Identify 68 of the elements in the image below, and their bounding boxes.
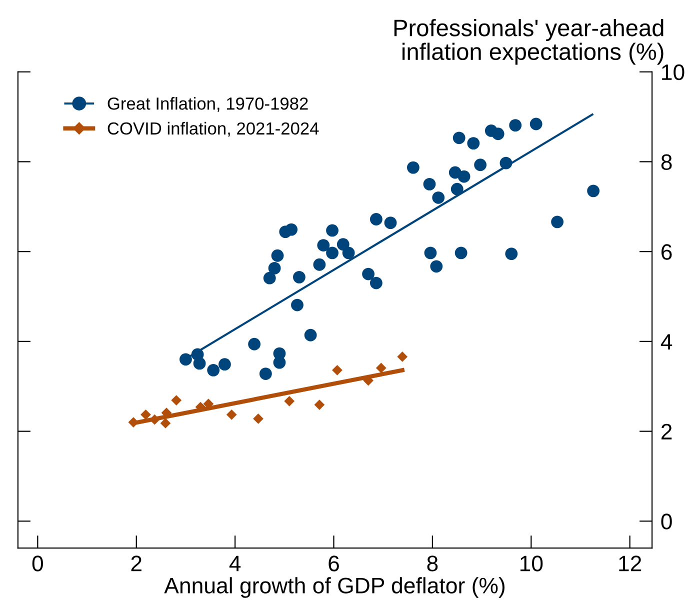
x-tick-label: 4 — [229, 556, 241, 572]
point — [140, 409, 151, 420]
point — [362, 268, 375, 280]
point — [587, 184, 600, 198]
point — [467, 137, 480, 150]
point — [226, 409, 237, 420]
point — [505, 248, 518, 260]
x-tick-label: 0 — [32, 556, 43, 572]
point — [407, 161, 420, 174]
y-tick-label: 2 — [662, 424, 672, 440]
point — [342, 246, 355, 260]
point — [193, 357, 206, 370]
point — [432, 191, 445, 204]
point — [253, 414, 264, 424]
x-tick-label: 12 — [619, 556, 642, 572]
point — [492, 128, 504, 140]
x-tick-label: 10 — [520, 556, 543, 572]
point — [268, 262, 281, 274]
point — [384, 216, 397, 230]
point — [450, 182, 464, 196]
point — [291, 298, 304, 312]
point — [397, 352, 408, 362]
y-tick-label: 6 — [662, 244, 672, 260]
x-tick-label: 8 — [427, 556, 438, 572]
point — [285, 223, 298, 236]
point — [454, 246, 468, 260]
x-tick-label: 6 — [328, 556, 339, 572]
point — [530, 118, 542, 130]
point — [271, 249, 284, 262]
point — [458, 170, 470, 183]
point — [474, 158, 487, 172]
y-tick-label: 10 — [662, 64, 684, 80]
point — [259, 368, 272, 380]
point — [332, 364, 342, 376]
point — [284, 396, 295, 406]
point — [509, 119, 522, 132]
point — [500, 156, 512, 170]
point — [424, 246, 437, 260]
y-tick-label: 4 — [660, 334, 672, 350]
point — [317, 239, 330, 252]
point — [326, 246, 338, 260]
point — [551, 216, 564, 228]
point — [370, 276, 382, 290]
y-tick-label: 8 — [661, 154, 672, 170]
point — [160, 418, 171, 428]
y-tick-label: 0 — [661, 514, 672, 530]
point — [180, 353, 192, 366]
y-axis-title: Professionals' year-ahead inflation expectations (%) — [394, 18, 664, 65]
point — [452, 132, 466, 144]
point — [263, 272, 276, 284]
x-axis-title: Annual growth of GDP deflator (%) — [164, 577, 504, 598]
point — [218, 358, 231, 371]
point — [293, 270, 306, 284]
point — [370, 213, 382, 226]
point — [423, 178, 436, 190]
point — [314, 400, 325, 410]
point — [313, 258, 326, 271]
point — [248, 338, 261, 350]
point — [304, 328, 317, 342]
legend-label: COVID inflation, 2021-2024 — [108, 122, 319, 137]
point — [430, 260, 443, 273]
point — [326, 224, 338, 237]
point — [195, 402, 206, 412]
point — [207, 364, 220, 376]
x-tick-label: 2 — [131, 556, 142, 572]
point — [171, 395, 182, 406]
legend-label: Great Inflation, 1970-1982 — [108, 97, 308, 112]
point — [376, 362, 386, 374]
